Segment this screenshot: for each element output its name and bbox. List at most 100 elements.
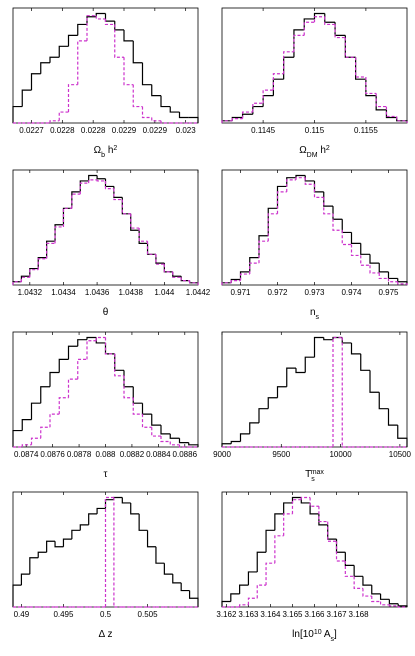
histogram-step — [130, 502, 140, 515]
histogram-step — [21, 419, 32, 431]
histogram-step — [332, 336, 343, 447]
label-sub: b — [101, 152, 105, 159]
histogram-step — [58, 111, 69, 121]
histogram-step — [286, 179, 296, 192]
histogram-step — [258, 408, 269, 423]
histogram-step — [151, 117, 161, 122]
label-text: Ω — [299, 145, 307, 156]
histogram-step — [332, 206, 343, 220]
histogram-step — [104, 13, 115, 22]
histogram-step — [146, 530, 156, 548]
histogram-step — [239, 433, 250, 442]
histogram-step — [313, 336, 324, 358]
histogram-step — [113, 188, 123, 201]
histogram-step — [104, 499, 114, 509]
histogram-step — [163, 563, 173, 575]
histogram-step — [221, 120, 233, 123]
histogram-step — [172, 574, 182, 584]
histogram-step — [123, 375, 134, 399]
histogram-step — [88, 513, 98, 525]
x-tick-label: 1.0434 — [51, 288, 76, 297]
x-tick-label: 10000 — [329, 450, 352, 459]
histogram-step — [113, 496, 123, 500]
histogram-step — [304, 175, 315, 182]
x-tick-label: 0.0886 — [173, 450, 198, 459]
histogram-step — [20, 276, 30, 282]
histogram-step — [283, 513, 293, 536]
label-sub: DM — [307, 152, 318, 159]
histogram-step — [230, 593, 240, 602]
x-tick-label: 0.0876 — [40, 450, 65, 459]
x-tick-label: 9000 — [213, 450, 231, 459]
histogram-step — [58, 358, 69, 373]
histogram-step — [293, 29, 305, 58]
histogram-step — [247, 597, 258, 605]
histogram-step — [141, 414, 152, 428]
histogram-step — [188, 590, 199, 607]
histogram-step — [335, 539, 346, 553]
histogram-step — [155, 254, 165, 264]
histogram-step — [239, 273, 250, 281]
histogram-step — [300, 496, 311, 500]
x-tick-label: 0.0882 — [120, 450, 145, 459]
histogram-step — [249, 422, 259, 434]
histogram-step — [37, 551, 47, 558]
histogram-step — [324, 16, 336, 26]
label-sub: s — [311, 476, 315, 483]
histogram-step — [160, 425, 171, 435]
histogram-step — [262, 89, 274, 104]
histogram-step — [104, 18, 115, 26]
x-axis-label: θ — [103, 307, 109, 318]
histogram-step — [344, 35, 356, 58]
histogram-step — [104, 180, 114, 190]
histogram-step — [86, 340, 97, 360]
histogram-step — [37, 257, 47, 269]
histogram-step — [272, 73, 284, 91]
histogram-step — [353, 565, 363, 577]
histogram-step — [239, 584, 249, 594]
histogram-step — [327, 524, 337, 540]
histogram-step — [378, 392, 389, 410]
histogram-step — [397, 425, 408, 447]
label-text: h — [318, 145, 326, 156]
plot-frame — [221, 491, 408, 608]
panel: 0.0874 0.0876 0.0878 0.088 0.0882 0.0884 0.088… — [12, 331, 199, 480]
histogram-step — [155, 546, 165, 564]
x-axis-label: ln[1010 As] — [292, 629, 337, 643]
histogram-step — [286, 177, 296, 187]
histogram-step — [121, 497, 131, 504]
histogram-step — [163, 264, 173, 273]
histogram-step — [303, 21, 315, 36]
histogram-step — [388, 599, 399, 605]
histogram-step — [378, 272, 389, 280]
histogram-step — [332, 213, 343, 231]
x-axis-label: Tsmax — [305, 469, 324, 483]
histogram-step — [86, 15, 97, 41]
histogram-step — [49, 371, 60, 387]
x-tick-label: 3.168 — [349, 610, 370, 619]
x-tick-label: 9500 — [272, 450, 290, 459]
histogram-step — [30, 437, 41, 445]
x-tick-label: 1.0432 — [18, 288, 43, 297]
histogram-step — [58, 45, 69, 58]
histogram-step — [378, 263, 389, 273]
histogram-step — [350, 232, 361, 244]
histogram-step — [67, 34, 78, 47]
histogram-step — [178, 438, 189, 444]
histogram-step — [77, 339, 87, 347]
histogram-step — [360, 255, 370, 266]
histogram-step — [230, 280, 241, 283]
histogram-step — [387, 271, 398, 280]
x-axis-label: τ — [104, 469, 108, 480]
histogram-step — [12, 429, 23, 447]
histogram-step — [379, 601, 390, 606]
histogram-step — [113, 186, 123, 198]
histogram-step — [286, 367, 296, 387]
label-text: Ω — [94, 145, 102, 156]
x-tick-label: 0.0229 — [112, 126, 137, 135]
histogram-step — [49, 56, 60, 63]
histogram-step — [77, 358, 87, 380]
x-tick-label: 1.0442 — [186, 288, 211, 297]
x-tick-label: 0.973 — [304, 288, 325, 297]
histogram-step — [369, 370, 380, 393]
